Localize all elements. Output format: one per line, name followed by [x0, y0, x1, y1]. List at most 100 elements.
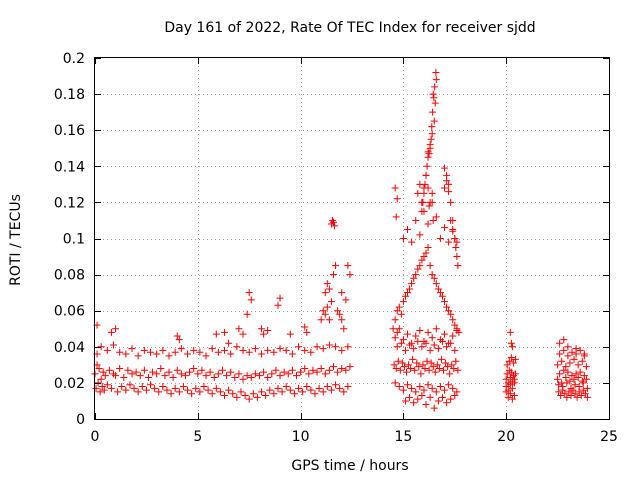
data-point [122, 350, 130, 358]
data-point [303, 383, 311, 391]
data-point [317, 316, 325, 324]
data-point [425, 366, 433, 374]
data-point [237, 388, 245, 396]
data-point [567, 384, 575, 392]
data-point [418, 207, 426, 215]
data-point [142, 386, 150, 394]
data-point [571, 390, 579, 398]
data-point [437, 355, 445, 363]
x-tick-label: 10 [292, 429, 310, 445]
data-point [445, 188, 453, 196]
data-point [574, 373, 582, 381]
data-point [412, 216, 420, 224]
data-point [404, 289, 412, 297]
data-point [426, 346, 434, 354]
data-point [247, 373, 255, 381]
data-point [395, 303, 403, 311]
data-point [212, 330, 220, 338]
data-point [508, 384, 516, 392]
data-point [425, 150, 433, 158]
data-point [452, 244, 460, 252]
data-point [431, 368, 439, 376]
data-point [286, 330, 294, 338]
data-point [438, 292, 446, 300]
data-point [582, 375, 590, 383]
data-point [450, 364, 458, 372]
data-point [258, 325, 266, 333]
data-point [443, 399, 451, 407]
data-point [112, 325, 120, 333]
data-point [295, 384, 303, 392]
data-point [276, 345, 284, 353]
data-point [507, 368, 515, 376]
data-point [260, 368, 268, 376]
data-point [397, 339, 405, 347]
y-tick-label: 0.06 [54, 304, 85, 320]
y-tick-label: 0.02 [54, 376, 85, 392]
data-point [448, 361, 456, 369]
data-point [169, 373, 177, 381]
data-point [171, 348, 179, 356]
data-point [116, 364, 124, 372]
data-point [303, 328, 311, 336]
data-point [421, 364, 429, 372]
data-point [449, 225, 457, 233]
data-point [574, 361, 582, 369]
data-point [395, 325, 403, 333]
data-point [260, 330, 268, 338]
data-point [410, 345, 418, 353]
data-point [508, 395, 516, 403]
data-point [342, 366, 350, 374]
data-point [346, 363, 354, 371]
data-point [430, 341, 438, 349]
y-tick-label: 0.04 [54, 340, 85, 356]
data-point [249, 390, 257, 398]
data-point [449, 332, 457, 340]
data-point [190, 364, 198, 372]
data-point [105, 366, 113, 374]
data-point [420, 337, 428, 345]
y-tick-labels: 0 0.02 0.04 0.06 0.08 0.1 0.12 0.14 0.16 0.18 0.2 [54, 51, 85, 428]
data-point [276, 372, 284, 380]
data-point [128, 370, 136, 378]
data-point [175, 336, 183, 344]
data-point [103, 381, 111, 389]
data-point [288, 350, 296, 358]
data-point [572, 370, 580, 378]
data-point [173, 366, 181, 374]
data-point [415, 363, 423, 371]
data-point [392, 364, 400, 372]
data-point [332, 381, 340, 389]
data-point [331, 222, 339, 230]
chart-title: Day 161 of 2022, Rate Of TEC Index for r… [164, 20, 535, 36]
data-point [397, 310, 405, 318]
data-point [227, 368, 235, 376]
data-point [434, 285, 442, 293]
data-point [97, 343, 105, 351]
data-point [445, 339, 453, 347]
data-point [210, 373, 218, 381]
data-point [507, 339, 515, 347]
data-point [404, 330, 412, 338]
data-point [566, 377, 574, 385]
data-point [419, 361, 427, 369]
data-point [200, 383, 208, 391]
data-point [332, 343, 340, 351]
data-point [554, 375, 562, 383]
data-point [112, 372, 120, 380]
data-point [510, 379, 518, 387]
data-point [439, 366, 447, 374]
data-point [442, 359, 450, 367]
data-point [404, 381, 412, 389]
data-point [147, 348, 155, 356]
data-point [317, 364, 325, 372]
data-point [218, 366, 226, 374]
data-point [449, 316, 457, 324]
data-point [422, 401, 430, 409]
data-point [399, 386, 407, 394]
data-point [157, 364, 165, 372]
data-point [313, 368, 321, 376]
data-point [418, 198, 426, 206]
data-point [441, 224, 449, 232]
data-point [97, 375, 105, 383]
